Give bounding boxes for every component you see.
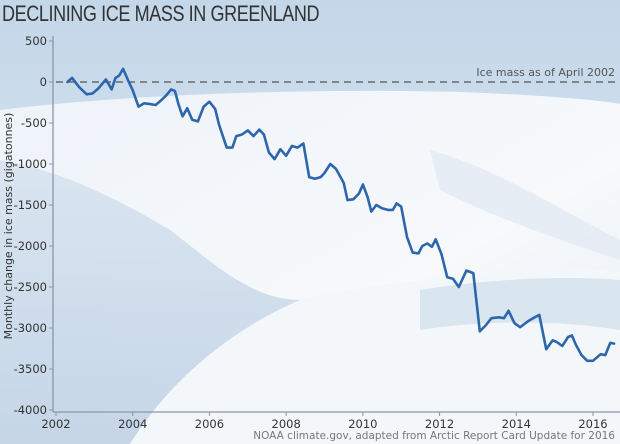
x-tick-label: 2006 [195, 417, 224, 431]
shadow-band-right [420, 278, 620, 330]
chart-title: DECLINING ICE MASS IN GREENLAND [2, 1, 320, 26]
x-tick-label: 2004 [118, 417, 147, 431]
y-tick-label: -3000 [14, 321, 47, 335]
x-tick-label: 2016 [578, 417, 607, 431]
y-axis-label: Monthly change in ice mass (gigatonnes) [2, 113, 15, 340]
x-ticks: 2002 2004 2006 2008 2010 2012 2014 2016 [41, 412, 608, 431]
y-ticks: 500 0 -500 -1000 -1500 -2000 -2500 -3000 -3500 -4… [14, 34, 53, 417]
ridge-right [430, 150, 620, 260]
x-tick-label: 2002 [41, 417, 70, 431]
y-tick-label: 0 [40, 75, 47, 89]
y-tick-label: -2000 [14, 239, 47, 253]
y-tick-label: -1500 [14, 198, 47, 212]
x-tick-label: 2010 [348, 417, 377, 431]
y-tick-label: 500 [25, 34, 47, 48]
x-tick-label: 2014 [502, 417, 531, 431]
y-tick-label: -500 [21, 116, 47, 130]
y-tick-label: -3500 [14, 362, 47, 376]
axes [52, 36, 620, 413]
x-tick-label: 2008 [272, 417, 301, 431]
y-tick-label: -2500 [14, 280, 47, 294]
y-tick-label: -4000 [14, 403, 47, 417]
baseline-annotation: Ice mass as of April 2002 [476, 66, 615, 79]
x-tick-label: 2012 [425, 417, 454, 431]
series-line [66, 67, 616, 363]
y-tick-label: -1000 [14, 157, 47, 171]
source-credit: NOAA climate.gov, adapted from Arctic Re… [253, 430, 615, 442]
series-ice-mass [66, 67, 616, 363]
